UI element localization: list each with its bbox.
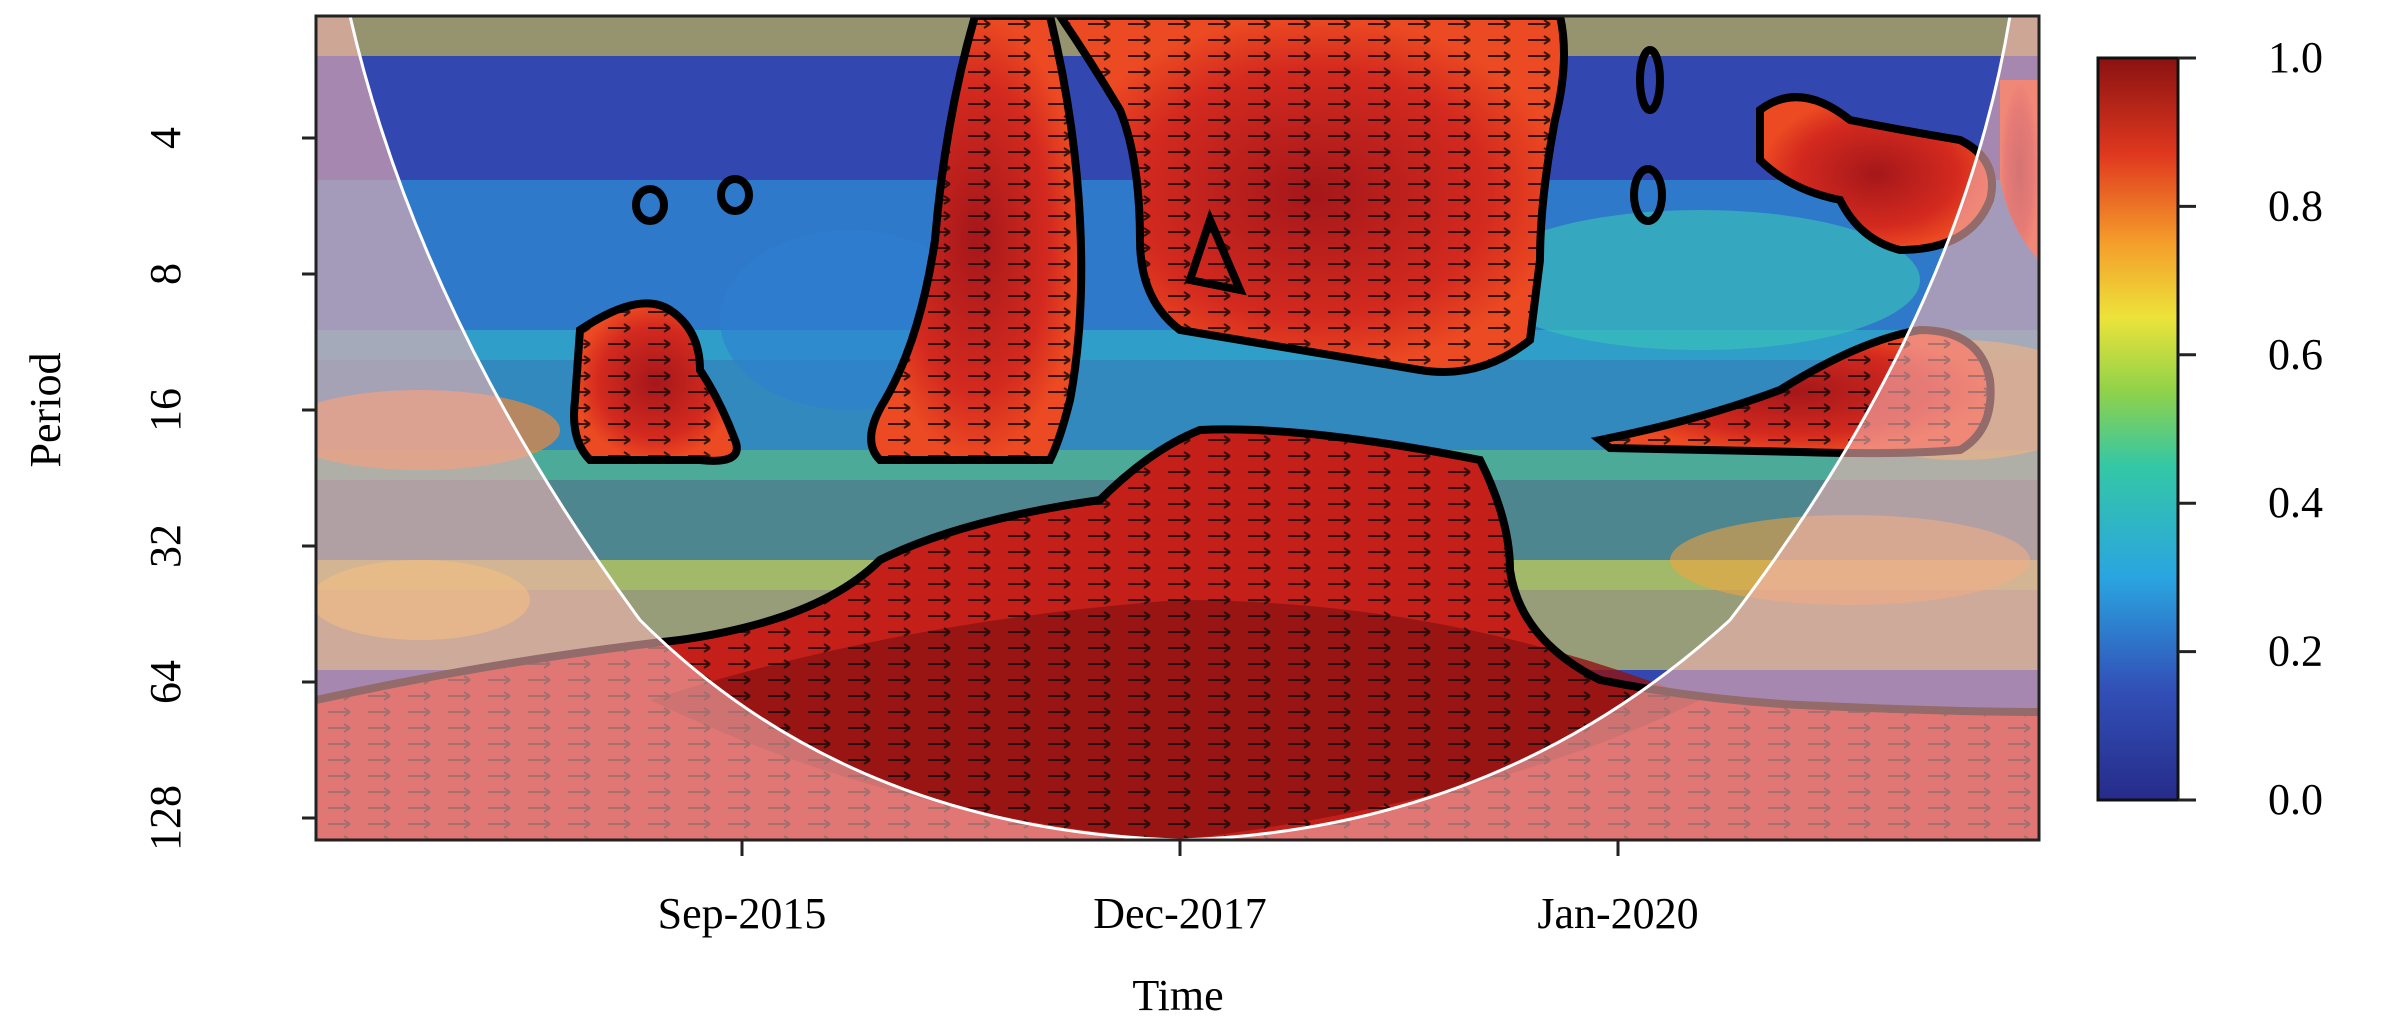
cone-of-influence-left (316, 16, 1180, 840)
y-tick-label: 16 (141, 388, 190, 432)
y-tick-label: 64 (141, 660, 190, 704)
coherence-field (316, 16, 2039, 840)
y-tick-label: 128 (141, 785, 190, 851)
colorbar-ticks: 0.0 0.2 0.4 0.6 0.8 1.0 (2178, 33, 2323, 824)
x-axis: Sep-2015 Dec-2017 Jan-2020 (658, 840, 1699, 938)
colorbar-tick-label: 0.0 (2268, 775, 2323, 824)
colorbar-tick-label: 0.8 (2268, 181, 2323, 230)
x-tick-label: Jan-2020 (1537, 889, 1698, 938)
y-tick-label: 4 (141, 127, 190, 149)
x-axis-title: Time (1132, 971, 1223, 1018)
x-tick-label: Sep-2015 (658, 889, 827, 938)
colorbar-tick-label: 0.2 (2268, 627, 2323, 676)
colorbar-tick-label: 0.6 (2268, 330, 2323, 379)
colorbar-tick-label: 1.0 (2268, 33, 2323, 82)
y-axis: 4 8 16 32 64 128 (141, 127, 316, 851)
x-tick-label: Dec-2017 (1093, 889, 1267, 938)
y-axis-title: Period (21, 353, 70, 468)
cone-of-influence-right (1180, 16, 2039, 840)
y-tick-label: 32 (141, 524, 190, 568)
colorbar-gradient (2096, 56, 2180, 802)
y-tick-label: 8 (141, 263, 190, 285)
colorbar-tick-label: 0.4 (2268, 478, 2323, 527)
plot-frame (314, 14, 2041, 842)
colorbar: 0.0 0.2 0.4 0.6 0.8 1.0 (2096, 33, 2323, 824)
